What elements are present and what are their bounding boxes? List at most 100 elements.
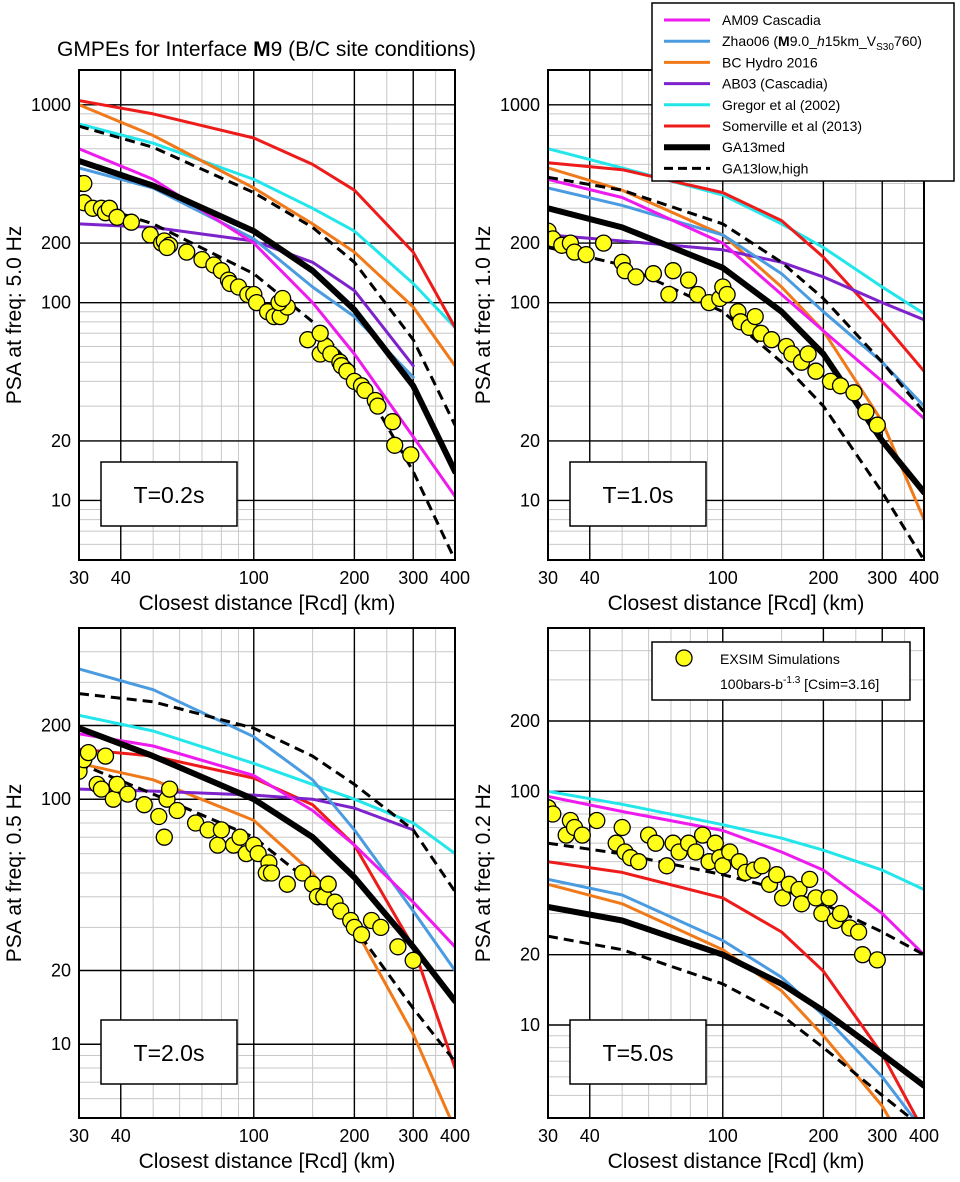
sim-point	[813, 904, 831, 923]
series-line-GA13high	[79, 124, 455, 426]
simulation-legend-box	[651, 641, 911, 701]
y-tick-label: 20	[51, 431, 71, 451]
series-line-AB03	[79, 787, 415, 832]
x-tick-label: 400	[909, 1126, 939, 1146]
period-label-box	[100, 1019, 238, 1085]
sim-point	[389, 938, 407, 956]
sim-point	[831, 377, 850, 395]
series-line-BCHydro	[79, 761, 452, 1118]
series-line-AB03	[548, 233, 924, 322]
legend: AM09 Cascadia Zhao06 (M9.0_h15km_VS30760)…	[651, 2, 955, 182]
x-axis-label: Closest distance [Rcd] (km)	[139, 592, 396, 615]
x-tick-label: 30	[538, 568, 558, 588]
sim-point	[849, 923, 868, 941]
x-tick-label: 40	[580, 1126, 600, 1146]
sim-point	[687, 843, 705, 861]
series-line-AM09	[79, 147, 455, 498]
y-tick-label: 100	[41, 293, 71, 313]
sim-point	[79, 174, 93, 193]
y-tick-label: 10	[520, 490, 540, 510]
y-tick-label: 100	[510, 781, 540, 801]
sim-point	[402, 446, 420, 464]
x-tick-label: 100	[239, 568, 269, 588]
series-line-BCHydro	[548, 882, 891, 1118]
y-tick-label: 200	[510, 711, 540, 731]
plot-frame	[78, 627, 456, 1119]
y-axis-label: PSA at freq: 5.0 Hz	[3, 226, 26, 405]
y-tick-label: 200	[510, 233, 540, 253]
series-line-Somerville	[79, 99, 455, 329]
sim-point	[594, 234, 613, 252]
sim-point	[155, 828, 173, 846]
series-line-GA13high	[548, 175, 924, 413]
sim-point	[853, 946, 872, 964]
y-tick-label: 100	[510, 293, 540, 313]
sim-point	[660, 285, 678, 304]
sim-point	[718, 285, 736, 304]
y-axis-label: PSA at freq: 0.5 Hz	[3, 784, 26, 963]
sim-point	[762, 331, 781, 349]
sim-point	[664, 262, 682, 280]
x-axis-label: Closest distance [Rcd] (km)	[608, 1150, 865, 1173]
sim-point	[168, 801, 186, 820]
period-label: T=2.0s	[134, 1040, 205, 1066]
sim-point	[629, 853, 648, 871]
simulation-legend: EXSIM Simulations 100bars-b-1.3 [Csim=3.1…	[651, 641, 911, 701]
sim-point	[768, 866, 786, 884]
x-tick-label: 30	[69, 568, 89, 588]
sim-point	[573, 826, 591, 844]
figure-title: GMPEs for Interface M9 (B/C site conditi…	[57, 38, 476, 61]
sim-point	[693, 826, 712, 844]
y-tick-label: 10	[51, 1034, 71, 1054]
series-line-GA13high	[79, 692, 455, 893]
x-tick-label: 300	[398, 1126, 428, 1146]
sim-point	[135, 796, 153, 814]
sim-point	[209, 836, 227, 854]
legend-label: AB03 (Cascadia)	[722, 76, 828, 92]
sim-point	[801, 870, 819, 889]
simulation-points	[79, 743, 422, 970]
sim-point	[714, 857, 732, 875]
series-line-Gregor	[79, 122, 455, 329]
simulation-legend-marker	[675, 649, 693, 667]
sim-point	[845, 384, 863, 402]
y-tick-label: 20	[520, 945, 540, 965]
sim-point	[104, 790, 122, 808]
x-tick-label: 200	[339, 568, 369, 588]
sim-point	[627, 268, 645, 286]
x-tick-label: 400	[440, 568, 470, 588]
x-tick-label: 300	[867, 568, 897, 588]
sim-point	[319, 875, 337, 893]
sim-point	[868, 951, 886, 969]
sim-point	[792, 895, 811, 913]
series-group	[79, 99, 455, 560]
period-label: T=1.0s	[603, 482, 674, 508]
sim-point	[831, 904, 850, 923]
x-tick-label: 100	[708, 1126, 738, 1146]
sim-point	[96, 747, 115, 765]
y-tick-label: 200	[41, 233, 71, 253]
sim-point	[178, 243, 196, 261]
chart-panel: 30 40 100 200 300 400 10 20 100 200 Closest distan…	[3, 627, 470, 1173]
sim-point	[212, 821, 231, 839]
period-label-box	[569, 1019, 707, 1085]
x-axis-label: Closest distance [Rcd] (km)	[139, 1150, 396, 1173]
sim-point	[548, 805, 562, 823]
x-tick-label: 300	[398, 568, 428, 588]
series-line-Gregor	[548, 789, 924, 891]
simulation-legend-line2: 100bars-b-1.3 [Csim=3.16]	[720, 675, 879, 692]
sim-point	[799, 345, 817, 363]
sim-point	[613, 818, 631, 837]
x-tick-label: 300	[867, 1126, 897, 1146]
sim-point	[773, 889, 792, 907]
sim-point	[679, 271, 698, 289]
x-tick-label: 30	[69, 1126, 89, 1146]
legend-label: Gregor et al (2002)	[722, 97, 840, 113]
period-label-box	[100, 461, 238, 527]
sim-point	[352, 926, 371, 944]
series-line-AM09	[79, 732, 455, 949]
y-tick-label: 200	[41, 715, 71, 735]
chart-panel: 30 40 100 200 300 400 10 20 100 200 Closest distan…	[472, 627, 939, 1173]
sim-point	[122, 213, 140, 231]
y-tick-label: 20	[51, 960, 71, 980]
